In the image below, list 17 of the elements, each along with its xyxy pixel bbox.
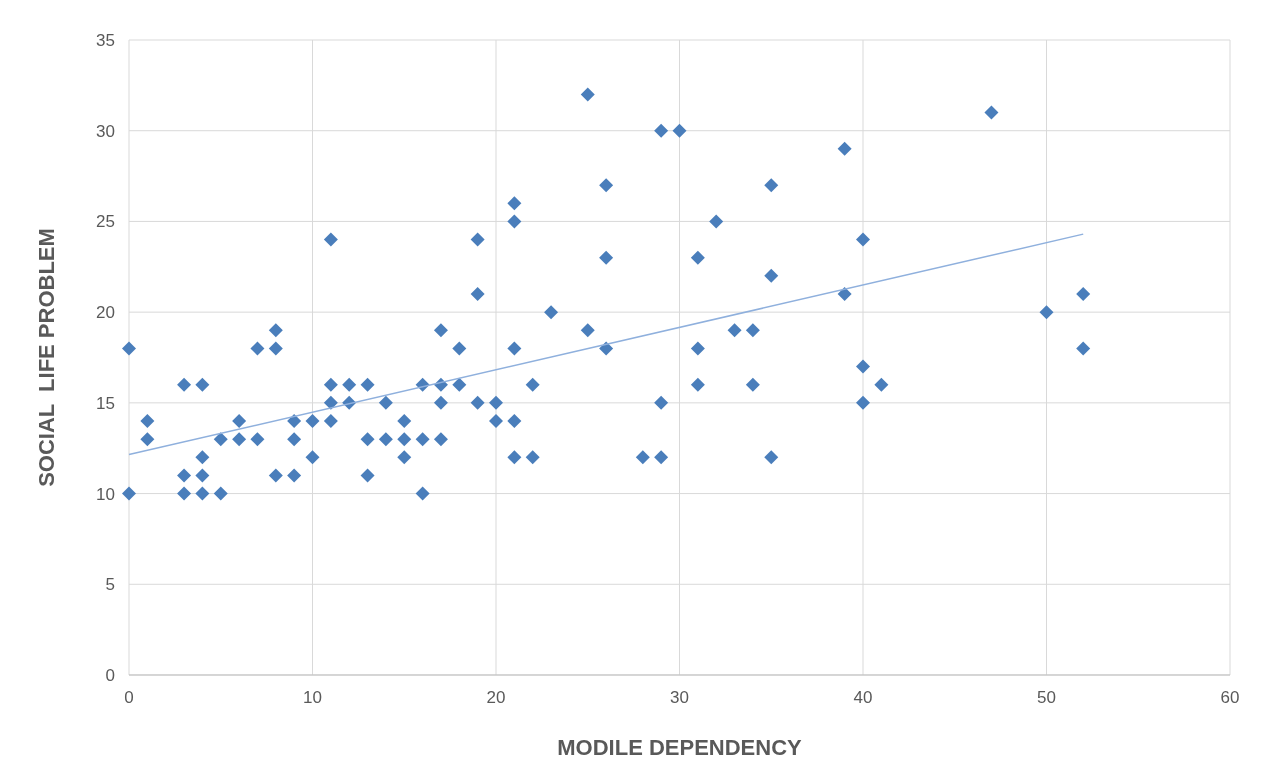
x-tick-label: 20 (486, 688, 506, 707)
y-tick-label: 30 (96, 121, 115, 141)
x-tick-label: 60 (1220, 688, 1240, 707)
y-tick-label: 10 (96, 484, 115, 504)
x-tick-label: 0 (124, 688, 134, 707)
x-tick-label: 50 (1037, 688, 1056, 707)
y-axis-title: SOCIAL LIFE PROBLEM (34, 228, 59, 487)
x-tick-label: 40 (853, 688, 873, 707)
y-tick-label: 25 (96, 212, 115, 232)
y-tick-label: 20 (96, 303, 115, 323)
y-tick-label: 35 (96, 31, 115, 50)
x-axis-title: MODILE DEPENDENCY (557, 735, 803, 760)
y-tick-label: 15 (96, 393, 115, 413)
y-tick-label: 0 (105, 666, 115, 685)
x-tick-label: 30 (670, 688, 689, 707)
x-tick-label: 10 (303, 688, 322, 707)
y-tick-label: 5 (105, 575, 115, 595)
